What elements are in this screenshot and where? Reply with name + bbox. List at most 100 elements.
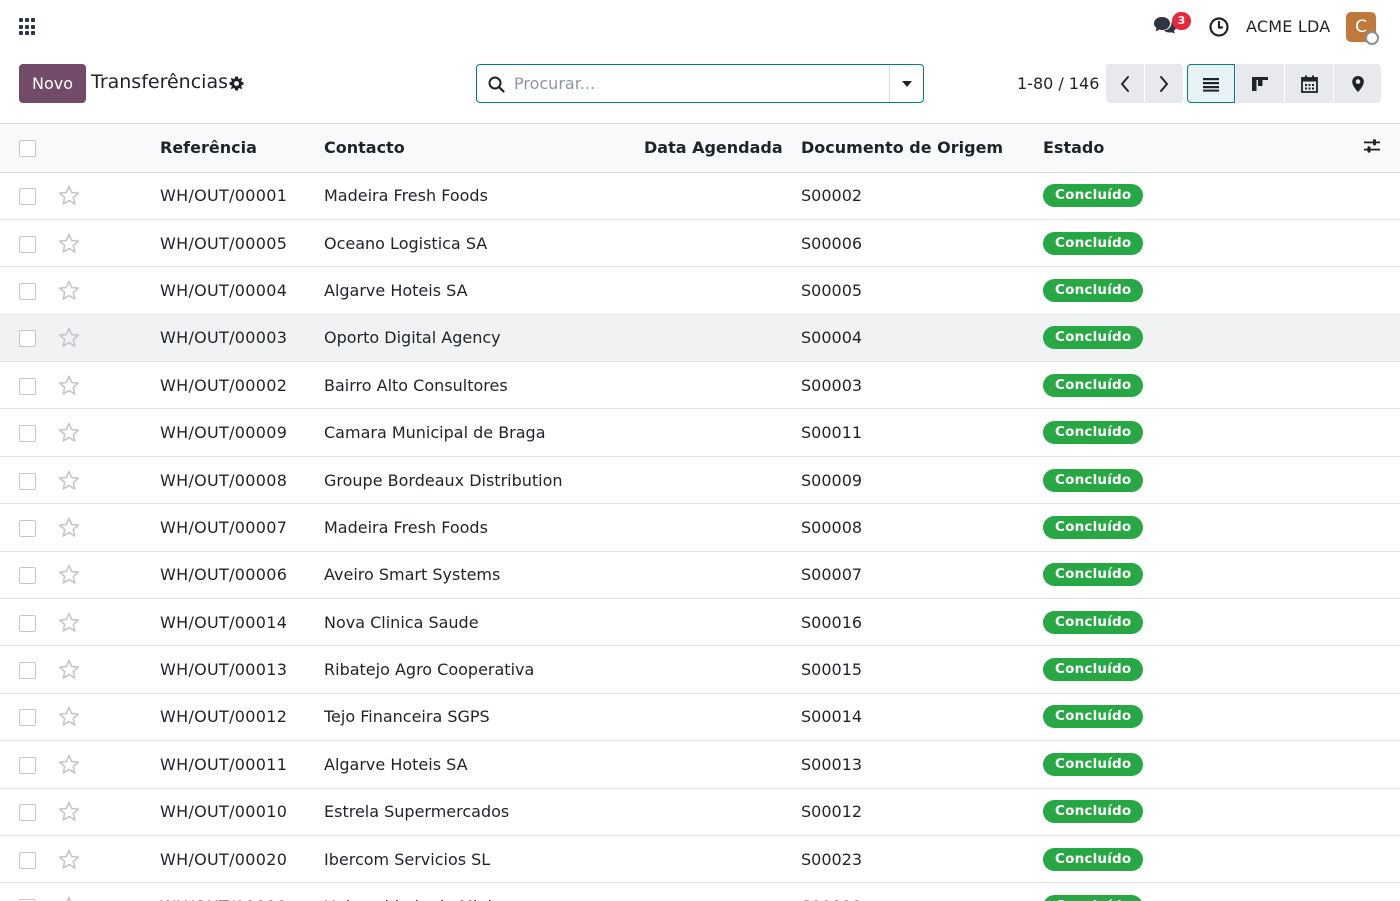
row-select-cell [0,314,56,361]
search-options-toggle[interactable] [890,65,924,102]
row-checkbox[interactable] [19,235,36,253]
row-spacer-cell [1363,835,1400,882]
chevron-left-icon [1121,75,1129,92]
row-checkbox[interactable] [19,519,36,537]
table-row[interactable]: WH/OUT/00005 Oceano Logistica SA S00006 … [0,219,1400,267]
calendar-view-button[interactable] [1285,64,1333,103]
table-row[interactable]: WH/OUT/00007 Madeira Fresh Foods S00008 … [0,504,1400,552]
table-row[interactable]: WH/OUT/00006 Aveiro Smart Systems S00007… [0,551,1400,599]
star-icon[interactable] [58,706,80,727]
star-icon[interactable] [58,659,80,680]
row-spacer-cell [1363,314,1400,361]
company-switcher[interactable]: ACME LDA [1246,17,1331,36]
list-icon [1203,77,1219,92]
row-reference: WH/OUT/00013 [160,660,288,680]
optional-columns-cell [1363,124,1400,173]
status-badge: Concluído [1043,515,1144,539]
table-row[interactable]: WH/OUT/00003 Oporto Digital Agency S0000… [0,314,1400,362]
status-badge: Concluído [1043,895,1144,901]
star-icon[interactable] [58,375,80,396]
table-row[interactable]: WH/OUT/00013 Ribatejo Agro Cooperativa S… [0,646,1400,694]
user-avatar[interactable]: C [1346,12,1376,42]
table-row[interactable]: WH/OUT/00019 Universidade do Minho S0002… [0,883,1400,901]
star-icon[interactable] [58,422,80,443]
row-reference: WH/OUT/00009 [160,423,288,443]
star-icon[interactable] [58,470,80,491]
table-row[interactable]: WH/OUT/00014 Nova Clinica Saude S00016 C… [0,599,1400,646]
row-checkbox[interactable] [19,899,36,901]
pager-previous-button[interactable] [1106,64,1144,103]
pager-next-button[interactable] [1145,64,1183,103]
row-checkbox[interactable] [19,472,36,490]
row-favorite-cell [56,362,160,409]
search-input[interactable] [514,66,884,101]
status-badge: Concluído [1043,563,1144,587]
table-row[interactable]: WH/OUT/00009 Camara Municipal de Braga S… [0,409,1400,457]
row-checkbox[interactable] [19,709,36,727]
row-checkbox[interactable] [19,330,36,348]
row-checkbox[interactable] [19,662,36,680]
row-checkbox[interactable] [19,614,36,632]
row-checkbox[interactable] [19,425,36,443]
table-header-row: Referência Contacto Data Agendada Docume… [0,124,1400,173]
table-row[interactable]: WH/OUT/00012 Tejo Financeira SGPS S00014… [0,693,1400,741]
row-contact: Ribatejo Agro Cooperativa [324,660,535,680]
row-checkbox[interactable] [19,756,36,774]
presence-status-icon [1365,31,1379,45]
table-row[interactable]: WH/OUT/00020 Ibercom Servicios SL S00023… [0,835,1400,883]
star-icon[interactable] [58,327,80,348]
star-icon[interactable] [58,612,80,633]
star-icon[interactable] [58,896,80,901]
grid-icon[interactable] [19,18,37,36]
map-view-button[interactable] [1334,64,1381,103]
row-checkbox[interactable] [19,804,36,822]
select-all-cell [0,124,56,173]
star-icon[interactable] [58,280,80,301]
table-row[interactable]: WH/OUT/00011 Algarve Hoteis SA S00013 Co… [0,741,1400,789]
row-contact: Aveiro Smart Systems [324,565,501,585]
map-pin-icon [1351,75,1364,92]
row-reference: WH/OUT/00003 [160,328,288,348]
select-all-checkbox[interactable] [19,140,36,158]
star-icon[interactable] [58,185,80,206]
row-origin-document: S00012 [801,802,863,822]
kanban-view-button[interactable] [1236,64,1284,103]
row-checkbox[interactable] [19,377,36,395]
star-icon[interactable] [58,233,80,254]
row-spacer-cell [1363,599,1400,646]
row-origin-document: S00004 [801,328,863,348]
column-header-state[interactable]: Estado [1043,124,1363,173]
row-select-cell [0,835,56,882]
status-badge: Concluído [1043,326,1144,350]
clock-icon[interactable] [1208,16,1230,38]
star-icon[interactable] [58,564,80,585]
column-settings-icon[interactable] [1363,138,1381,154]
row-checkbox[interactable] [19,188,36,206]
column-header-contact[interactable]: Contacto [324,124,644,173]
star-icon[interactable] [58,849,80,870]
star-icon[interactable] [58,754,80,775]
table-row[interactable]: WH/OUT/00010 Estrela Supermercados S0001… [0,788,1400,836]
row-contact: Camara Municipal de Braga [324,423,546,443]
star-icon[interactable] [58,517,80,538]
row-checkbox[interactable] [19,567,36,585]
table-row[interactable]: WH/OUT/00008 Groupe Bordeaux Distributio… [0,456,1400,504]
row-checkbox[interactable] [19,282,36,300]
new-button[interactable]: Novo [19,64,86,103]
table-row[interactable]: WH/OUT/00002 Bairro Alto Consultores S00… [0,362,1400,409]
column-header-origin[interactable]: Documento de Origem [801,124,1043,173]
table-row[interactable]: WH/OUT/00001 Madeira Fresh Foods S00002 … [0,172,1400,220]
row-contact: Madeira Fresh Foods [324,517,488,537]
search-divider [889,65,890,102]
column-header-reference[interactable]: Referência [160,124,324,173]
column-header-scheduled-date[interactable]: Data Agendada [644,124,801,173]
pager-value[interactable]: 1-80 / 146 [1017,74,1100,93]
star-icon[interactable] [58,801,80,822]
row-checkbox[interactable] [19,851,36,869]
list-view-button[interactable] [1187,64,1235,103]
row-contact: Groupe Bordeaux Distribution [324,470,563,490]
transfers-list: Referência Contacto Data Agendada Docume… [0,123,1400,901]
gear-icon[interactable] [229,76,244,91]
table-row[interactable]: WH/OUT/00004 Algarve Hoteis SA S00005 Co… [0,267,1400,315]
messaging-button[interactable]: 3 [1153,12,1193,40]
